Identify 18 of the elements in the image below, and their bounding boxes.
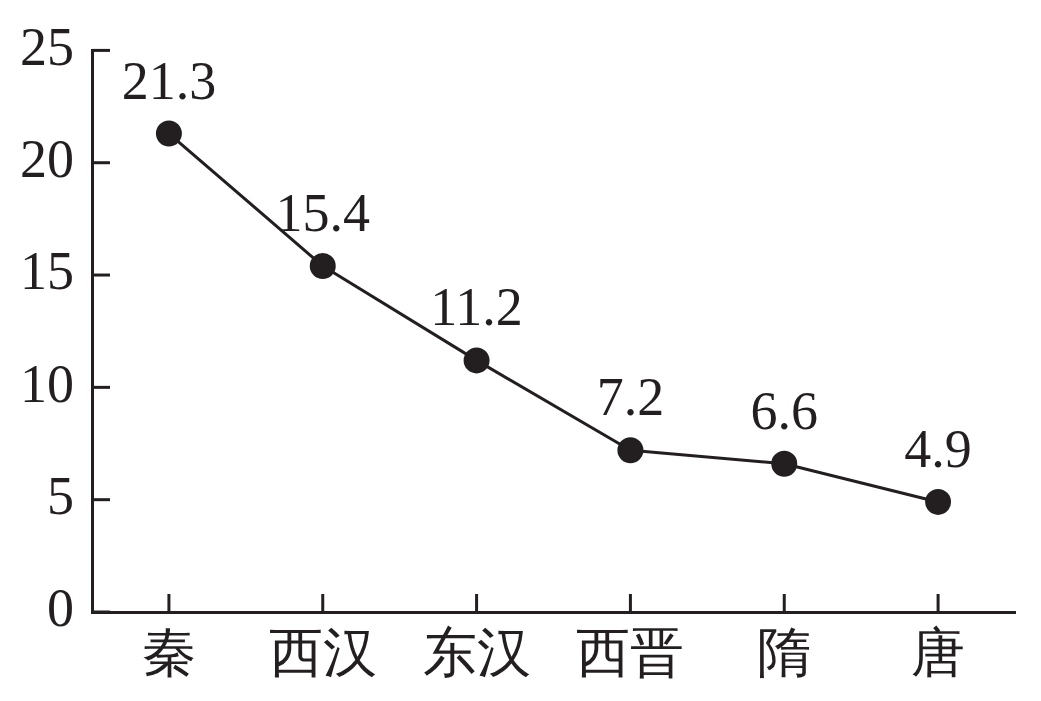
y-tick-label: 0 bbox=[47, 578, 74, 639]
x-tick-label: 西汉 bbox=[268, 622, 377, 683]
x-tick-label: 秦 bbox=[141, 622, 196, 683]
y-tick-label: 20 bbox=[20, 128, 74, 189]
data-label: 4.9 bbox=[904, 418, 972, 479]
data-label: 7.2 bbox=[596, 367, 665, 428]
x-tick-label: 西晋 bbox=[576, 622, 685, 683]
x-tick-label: 东汉 bbox=[422, 622, 531, 683]
data-label: 15.4 bbox=[275, 183, 370, 244]
y-tick-label: 25 bbox=[20, 16, 74, 77]
y-tick-label: 5 bbox=[47, 465, 74, 526]
data-label: 11.2 bbox=[430, 277, 523, 338]
y-tick-label: 15 bbox=[20, 241, 74, 302]
x-tick-label: 唐 bbox=[911, 622, 966, 683]
x-tick-label: 隋 bbox=[757, 622, 812, 683]
data-label: 6.6 bbox=[750, 380, 818, 441]
data-label: 21.3 bbox=[121, 50, 217, 111]
y-tick-label: 10 bbox=[20, 353, 74, 414]
